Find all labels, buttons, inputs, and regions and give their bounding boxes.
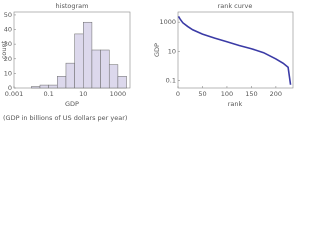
y-tick-label: 50 xyxy=(4,11,12,19)
bar xyxy=(83,21,93,89)
y-tick-label: 40 xyxy=(4,26,12,34)
y-tick-label: 10 xyxy=(4,69,12,77)
bar xyxy=(39,84,49,89)
bar xyxy=(31,86,41,89)
bar xyxy=(117,76,127,89)
bar xyxy=(91,49,101,89)
chart-title: rank curve xyxy=(218,2,253,10)
y-tick-label: 20 xyxy=(4,55,12,63)
x-tick-label: 200 xyxy=(270,90,282,98)
x-tick-label: 10 xyxy=(79,90,87,98)
caption: (GDP in billions of US dollars per year) xyxy=(3,114,127,122)
y-tick-label: 1000 xyxy=(159,18,176,26)
x-tick-label: 0.1 xyxy=(43,90,53,98)
bar xyxy=(100,49,110,89)
chart-title: histogram xyxy=(56,2,89,10)
plot-frame xyxy=(177,11,294,89)
x-axis-label: GDP xyxy=(65,100,79,108)
y-tick-label: 0.1 xyxy=(166,76,176,84)
bar xyxy=(57,76,67,89)
x-tick-label: 0.001 xyxy=(5,90,24,98)
x-tick-label: 150 xyxy=(245,90,257,98)
bar xyxy=(74,33,84,89)
x-axis-label: rank xyxy=(228,100,243,108)
bar xyxy=(48,84,58,89)
bar xyxy=(108,64,119,89)
chart: histogram rank curve GDP rank count GDP … xyxy=(0,2,294,122)
bar xyxy=(65,62,75,89)
x-tick-label: 0 xyxy=(176,90,180,98)
x-tick-label: 1000 xyxy=(110,90,127,98)
y-axis-label: GDP xyxy=(153,43,161,57)
y-tick-label: 30 xyxy=(4,40,12,48)
page: {"chart_data": [ {"type": "histogram", "… xyxy=(0,0,300,125)
line xyxy=(177,15,292,85)
x-tick-label: 100 xyxy=(221,90,233,98)
x-tick-label: 50 xyxy=(198,90,206,98)
y-axis-label: count xyxy=(0,40,8,59)
y-tick-label: 0 xyxy=(8,84,12,92)
y-tick-label: 10 xyxy=(168,47,176,55)
